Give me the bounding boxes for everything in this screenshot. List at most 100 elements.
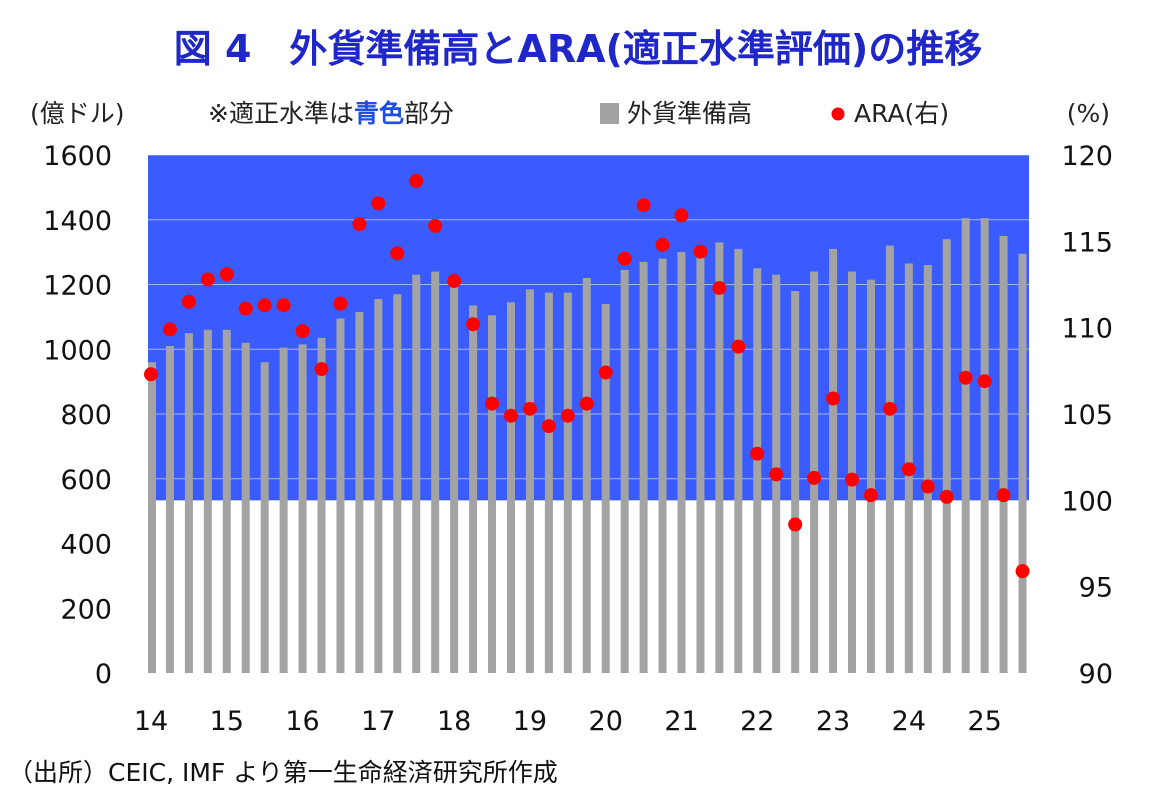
x-tick-label: 17 [361, 706, 395, 737]
appropriate-level-note: ※適正水準は青色部分 [208, 99, 454, 128]
left-tick-label: 1000 [43, 335, 112, 366]
reserve-bar [431, 271, 440, 673]
reserve-bar [222, 329, 231, 673]
reserve-bar [1018, 253, 1027, 673]
right-tick-label: 100 [1061, 486, 1113, 517]
reserve-bar [544, 292, 553, 673]
reserve-bar [203, 329, 212, 673]
reserve-bar [639, 261, 648, 673]
reserve-bar [488, 315, 497, 673]
x-tick-label: 22 [740, 706, 774, 737]
left-tick-label: 0 [95, 659, 112, 690]
ara-dot [731, 339, 746, 354]
reserve-bar [148, 362, 156, 673]
reserve-bar [279, 347, 288, 673]
ara-dot [371, 196, 386, 211]
right-tick-label: 95 [1079, 573, 1113, 604]
ara-dot [958, 370, 973, 385]
reserve-bar [620, 269, 629, 673]
x-tick-label: 18 [437, 706, 471, 737]
ara-dot [579, 396, 594, 411]
ara-dot [409, 173, 424, 188]
reserve-bar [980, 218, 989, 673]
reserve-bar [355, 312, 364, 673]
ara-dot [522, 401, 537, 416]
right-tick-label: 105 [1061, 400, 1113, 431]
reserve-bar [241, 342, 250, 673]
x-tick-label: 25 [967, 706, 1001, 737]
reserve-bar [469, 305, 478, 673]
ara-dot [447, 274, 462, 289]
reserve-bar [260, 362, 269, 673]
ara-dot [598, 365, 613, 380]
ara-dot [333, 296, 348, 311]
x-tick-label: 23 [816, 706, 850, 737]
ara-dot [996, 488, 1011, 503]
reserve-bar [848, 271, 857, 673]
x-tick-label: 15 [210, 706, 244, 737]
ara-dot [939, 489, 954, 504]
reserve-bar [866, 279, 875, 673]
x-tick-label: 24 [892, 706, 926, 737]
reserve-bar [336, 318, 345, 673]
x-tick-label: 19 [513, 706, 547, 737]
legend-bar-swatch [600, 103, 619, 124]
ara-dot [238, 301, 253, 316]
legend-bars-label: 外貨準備高 [627, 99, 752, 128]
left-axis-ticks: 0 200 400 600 800 1000 1200 1400 1600 [43, 141, 112, 690]
ara-dot [863, 488, 878, 503]
ara-dot [617, 251, 632, 266]
reserve-bar [829, 248, 838, 673]
reserve-bar [412, 274, 421, 673]
reserve-bar [923, 265, 932, 673]
reserve-bar [393, 294, 402, 673]
left-tick-label: 1200 [43, 271, 112, 302]
ara-dot [219, 267, 234, 282]
reserve-bars [148, 218, 1027, 674]
ara-dot [636, 198, 651, 213]
right-tick-label: 115 [1061, 227, 1113, 258]
ara-dot [901, 462, 916, 477]
ara-dot [826, 391, 841, 406]
right-axis-ticks: 90 95 100 105 110 115 120 [1061, 141, 1113, 690]
note-prefix: ※適正水準は [208, 99, 354, 128]
ara-dot [655, 237, 670, 252]
ara-dot [200, 272, 215, 287]
reserve-bar [165, 346, 174, 673]
right-axis-unit: (%) [1067, 99, 1110, 128]
ara-dot [503, 408, 518, 423]
reserve-bar [184, 333, 193, 673]
ara-dot [1015, 564, 1030, 579]
ara-dot [162, 322, 177, 337]
reserve-bar [658, 258, 667, 673]
ara-dot [693, 244, 708, 259]
ara-dot [712, 280, 727, 295]
reserve-bar [715, 242, 724, 673]
ara-dot [352, 217, 367, 232]
reserve-bar [791, 290, 800, 673]
source-note: （出所）CEIC, IMF より第一生命経済研究所作成 [8, 758, 558, 787]
reserve-bar [999, 235, 1008, 673]
reserve-bar [374, 299, 383, 673]
ara-dot [428, 218, 443, 233]
reserve-bar [734, 248, 743, 673]
ara-dot [314, 362, 329, 377]
x-tick-label: 14 [134, 706, 168, 737]
reserve-bar [677, 252, 686, 673]
x-tick-label: 21 [664, 706, 698, 737]
reserve-bar [298, 344, 307, 673]
left-tick-label: 600 [60, 465, 112, 496]
left-tick-label: 400 [60, 530, 112, 561]
ara-dot [390, 246, 405, 261]
ara-dot [466, 317, 481, 332]
ara-dot [788, 517, 803, 532]
ara-dot [485, 396, 500, 411]
ara-dot [276, 298, 291, 313]
ara-dot [920, 479, 935, 494]
reserve-bar [961, 218, 970, 673]
note-highlight: 青色 [354, 99, 404, 128]
ara-dot [977, 374, 992, 389]
ara-dot [674, 208, 689, 223]
reserve-bar [601, 303, 610, 673]
ara-dot [295, 324, 310, 339]
